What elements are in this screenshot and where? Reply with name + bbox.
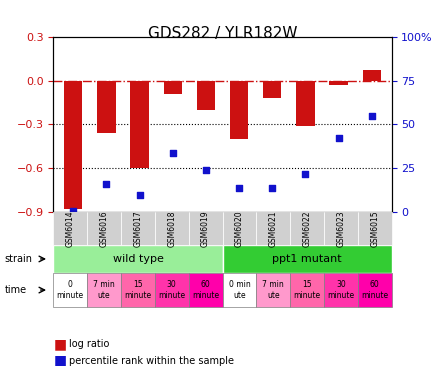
Text: GSM6023: GSM6023 bbox=[336, 210, 345, 247]
Text: time: time bbox=[4, 285, 27, 295]
Point bbox=[136, 192, 143, 198]
Text: 15
minute: 15 minute bbox=[125, 280, 151, 300]
Bar bbox=[97, 81, 116, 133]
Text: percentile rank within the sample: percentile rank within the sample bbox=[69, 355, 234, 366]
Bar bbox=[296, 81, 315, 126]
Point bbox=[169, 150, 176, 156]
Bar bbox=[164, 81, 182, 94]
Text: GDS282 / YLR182W: GDS282 / YLR182W bbox=[148, 26, 297, 41]
Bar bbox=[263, 81, 281, 98]
Text: GSM6021: GSM6021 bbox=[269, 210, 278, 247]
Text: 7 min
ute: 7 min ute bbox=[263, 280, 284, 300]
Text: wild type: wild type bbox=[113, 254, 163, 264]
Point bbox=[368, 113, 375, 119]
Text: 7 min
ute: 7 min ute bbox=[93, 280, 115, 300]
Text: 15
minute: 15 minute bbox=[294, 280, 320, 300]
Point bbox=[269, 185, 276, 191]
Point bbox=[235, 185, 243, 191]
Text: ■: ■ bbox=[53, 354, 66, 366]
Text: ■: ■ bbox=[53, 337, 66, 351]
Bar bbox=[197, 81, 215, 110]
Text: 0
minute: 0 minute bbox=[57, 280, 84, 300]
Text: GSM6016: GSM6016 bbox=[100, 210, 109, 247]
Text: GSM6019: GSM6019 bbox=[201, 210, 210, 247]
Text: log ratio: log ratio bbox=[69, 339, 109, 349]
Text: GSM6017: GSM6017 bbox=[134, 210, 142, 247]
Point bbox=[335, 135, 342, 141]
Bar bbox=[329, 81, 348, 85]
Text: 30
minute: 30 minute bbox=[158, 280, 185, 300]
Point bbox=[70, 209, 77, 214]
Text: 30
minute: 30 minute bbox=[328, 280, 354, 300]
Text: 0 min
ute: 0 min ute bbox=[229, 280, 250, 300]
Bar bbox=[130, 81, 149, 168]
Text: 60
minute: 60 minute bbox=[192, 280, 219, 300]
Text: GSM6015: GSM6015 bbox=[370, 210, 379, 247]
Text: strain: strain bbox=[4, 254, 32, 264]
Text: 60
minute: 60 minute bbox=[361, 280, 388, 300]
Point bbox=[302, 171, 309, 176]
Bar bbox=[64, 81, 82, 209]
Point bbox=[103, 181, 110, 187]
Text: GSM6022: GSM6022 bbox=[303, 210, 312, 247]
Text: ppt1 mutant: ppt1 mutant bbox=[272, 254, 342, 264]
Text: GSM6020: GSM6020 bbox=[235, 210, 244, 247]
Bar bbox=[363, 70, 381, 81]
Bar bbox=[230, 81, 248, 139]
Text: GSM6014: GSM6014 bbox=[66, 210, 75, 247]
Text: GSM6018: GSM6018 bbox=[167, 210, 176, 247]
Point bbox=[202, 167, 210, 173]
